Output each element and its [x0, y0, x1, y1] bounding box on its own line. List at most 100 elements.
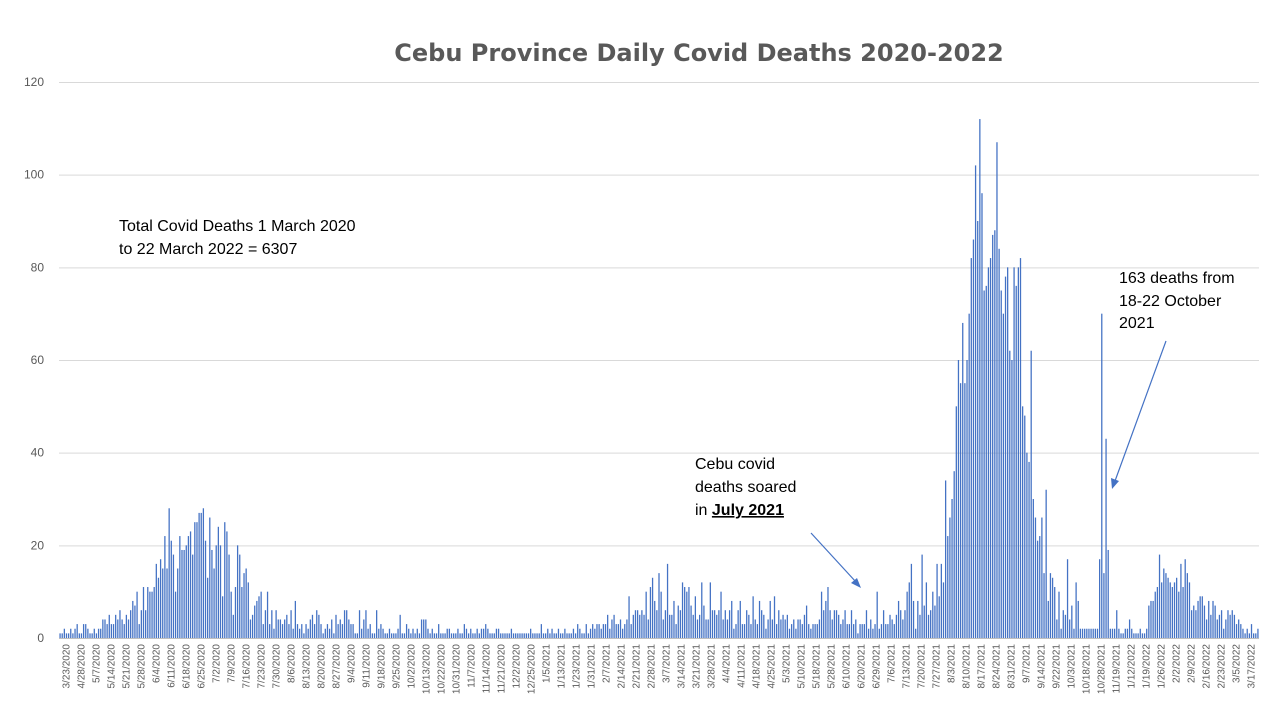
- x-tick-label: 6/10/2021: [842, 644, 853, 689]
- bar: [1137, 633, 1139, 638]
- bar: [735, 624, 737, 638]
- bar: [1004, 276, 1007, 638]
- bar: [1079, 628, 1082, 638]
- bar: [679, 610, 682, 638]
- bar: [711, 610, 714, 638]
- bar: [870, 619, 872, 638]
- bar: [925, 582, 928, 638]
- x-tick-label: 6/18/2020: [182, 644, 193, 689]
- bar: [1180, 563, 1182, 638]
- x-tick-label: 3/28/2021: [707, 644, 718, 689]
- bar: [1062, 610, 1064, 638]
- bar: [1197, 600, 1199, 638]
- bar: [350, 624, 352, 638]
- bar: [699, 614, 701, 638]
- x-tick-label: 5/21/2020: [122, 644, 133, 689]
- bar: [684, 587, 686, 638]
- bar: [1227, 610, 1229, 638]
- bar: [382, 628, 384, 638]
- bar: [512, 633, 515, 638]
- bar: [369, 624, 371, 638]
- bar: [166, 568, 168, 638]
- bar: [823, 610, 825, 638]
- october-annotation-line3: 2021: [1119, 315, 1155, 332]
- bar: [1099, 559, 1101, 638]
- bar: [797, 619, 799, 638]
- bar: [752, 596, 754, 638]
- bar: [838, 614, 840, 638]
- bar: [696, 619, 699, 638]
- bar: [1141, 633, 1144, 638]
- bar: [1253, 633, 1255, 638]
- bar: [1126, 628, 1129, 638]
- october-arrow: [1111, 340, 1167, 489]
- bar: [1223, 628, 1225, 638]
- bar: [544, 633, 547, 638]
- bar: [1120, 633, 1122, 638]
- bar: [134, 605, 136, 638]
- bar: [887, 624, 889, 638]
- x-tick-label: 9/4/2020: [347, 644, 358, 683]
- bar: [123, 624, 125, 638]
- x-tick-label: 7/16/2020: [242, 644, 253, 689]
- bar: [953, 471, 955, 638]
- bar: [1124, 628, 1126, 638]
- bar: [1075, 582, 1077, 638]
- bar: [226, 531, 228, 638]
- bar: [882, 610, 885, 638]
- bar: [110, 624, 113, 638]
- bar: [363, 619, 365, 638]
- x-tick-label: 9/11/2020: [362, 644, 373, 688]
- bar: [1007, 267, 1009, 638]
- x-tick-label: 1/5/2021: [542, 644, 553, 683]
- bar: [728, 610, 731, 638]
- x-tick-label: 8/20/2020: [317, 644, 328, 689]
- bar: [331, 619, 333, 638]
- bar: [940, 563, 942, 638]
- bar: [174, 591, 177, 638]
- bar: [557, 628, 560, 638]
- bar: [594, 628, 596, 638]
- bar: [1118, 628, 1120, 638]
- bar: [1049, 573, 1052, 638]
- bar: [977, 221, 979, 638]
- bar: [523, 633, 525, 638]
- bar: [1169, 582, 1171, 638]
- bar: [878, 628, 880, 638]
- bar: [551, 628, 553, 638]
- bar: [198, 512, 200, 638]
- bar: [985, 285, 987, 638]
- bar: [85, 624, 87, 638]
- bar: [848, 624, 851, 638]
- bar: [1088, 628, 1090, 638]
- bar: [179, 536, 181, 638]
- bar: [957, 360, 960, 638]
- x-tick-label: 5/7/2020: [92, 644, 103, 683]
- bar: [688, 587, 690, 638]
- x-tick-label: 6/4/2020: [152, 644, 163, 683]
- bar: [972, 239, 975, 638]
- x-tick-label: 7/30/2020: [272, 644, 283, 689]
- bar: [159, 559, 162, 638]
- bar: [897, 600, 900, 638]
- bar: [412, 628, 414, 638]
- bar: [390, 633, 393, 638]
- bar: [164, 536, 166, 638]
- bar: [630, 624, 632, 638]
- bar: [65, 633, 68, 638]
- bar: [1244, 633, 1246, 638]
- x-tick-label: 8/27/2020: [332, 644, 343, 689]
- bar: [189, 531, 192, 638]
- y-tick-label: 20: [31, 538, 45, 552]
- bar: [938, 596, 940, 638]
- bar: [1013, 267, 1015, 638]
- bar: [874, 624, 876, 638]
- bar: [891, 619, 893, 638]
- bar: [647, 619, 649, 638]
- bar: [67, 633, 70, 638]
- x-tick-label: 12/25/2020: [527, 644, 538, 694]
- bar: [438, 624, 440, 638]
- bar: [767, 619, 769, 638]
- bar: [863, 624, 865, 638]
- bar: [966, 360, 968, 638]
